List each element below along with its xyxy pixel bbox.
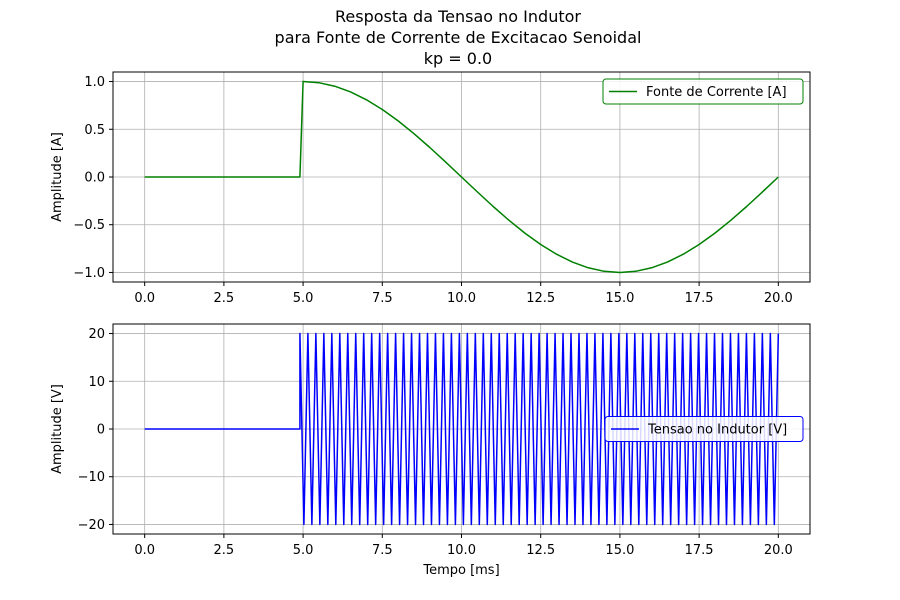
legend: Tensao no Indutor [V] — [604, 416, 804, 442]
x-tick-label: 15.0 — [605, 543, 634, 558]
y-tick-label: 1.0 — [84, 75, 105, 90]
x-tick-label: 10.0 — [447, 543, 476, 558]
y-tick-label: −20 — [78, 518, 105, 533]
y-tick-label: −10 — [78, 470, 105, 485]
x-tick-label: 12.5 — [526, 291, 555, 306]
series-line-voltage — [144, 332, 780, 526]
legend-label: Tensao no Indutor [V] — [647, 423, 787, 438]
legend-box — [604, 416, 804, 442]
x-tick-label: 20.0 — [764, 291, 793, 306]
x-tick-label: 17.5 — [685, 543, 714, 558]
x-tick-label: 0.0 — [134, 543, 155, 558]
legend-label: Fonte de Corrente [A] — [646, 85, 787, 100]
x-tick-label: 12.5 — [526, 543, 555, 558]
x-tick-label: 2.5 — [214, 291, 235, 306]
y-tick-label: 0 — [97, 423, 105, 438]
y-tick-label: 20 — [88, 327, 105, 342]
top-chart-panel: 0.0 2.5 5.0 7.5 10.0 12.5 15.0 17.5 20.0 1.0 0.5 0.… — [50, 71, 811, 306]
x-tick-label: 7.5 — [372, 291, 393, 306]
x-tick-label: 20.0 — [764, 543, 793, 558]
x-tick-label: 15.0 — [605, 291, 634, 306]
y-axis-label: Amplitude [V] — [50, 384, 65, 474]
x-tick-label: 7.5 — [372, 543, 393, 558]
x-tick-label: 2.5 — [214, 543, 235, 558]
y-tick-label: −0.5 — [73, 218, 105, 233]
x-tick-label: 0.0 — [134, 291, 155, 306]
bottom-chart-panel: 0.0 2.5 5.0 7.5 10.0 12.5 15.0 17.5 20.0 20 10 0 −10… — [50, 323, 811, 578]
legend: Fonte de Corrente [A] — [602, 78, 804, 105]
y-axis-label: Amplitude [A] — [50, 132, 65, 222]
figure-title: Resposta da Tensao no Indutor para Fonte… — [275, 7, 642, 68]
y-tick-label: 10 — [88, 375, 105, 390]
series-line-current — [144, 80, 779, 274]
y-tick-label: −1.0 — [73, 266, 105, 281]
title-line-2: para Fonte de Corrente de Excitacao Seno… — [275, 28, 642, 47]
x-tick-label: 17.5 — [685, 291, 714, 306]
title-line-1: Resposta da Tensao no Indutor — [335, 7, 581, 26]
x-tick-label: 10.0 — [447, 291, 476, 306]
y-tick-label: 0.5 — [84, 123, 105, 138]
y-tick-label: 0.0 — [84, 171, 105, 186]
legend-box — [602, 78, 804, 105]
x-tick-label: 5.0 — [293, 291, 314, 306]
x-axis-label: Tempo [ms] — [422, 563, 499, 578]
title-line-3: kp = 0.0 — [424, 49, 492, 68]
x-tick-label: 5.0 — [293, 543, 314, 558]
